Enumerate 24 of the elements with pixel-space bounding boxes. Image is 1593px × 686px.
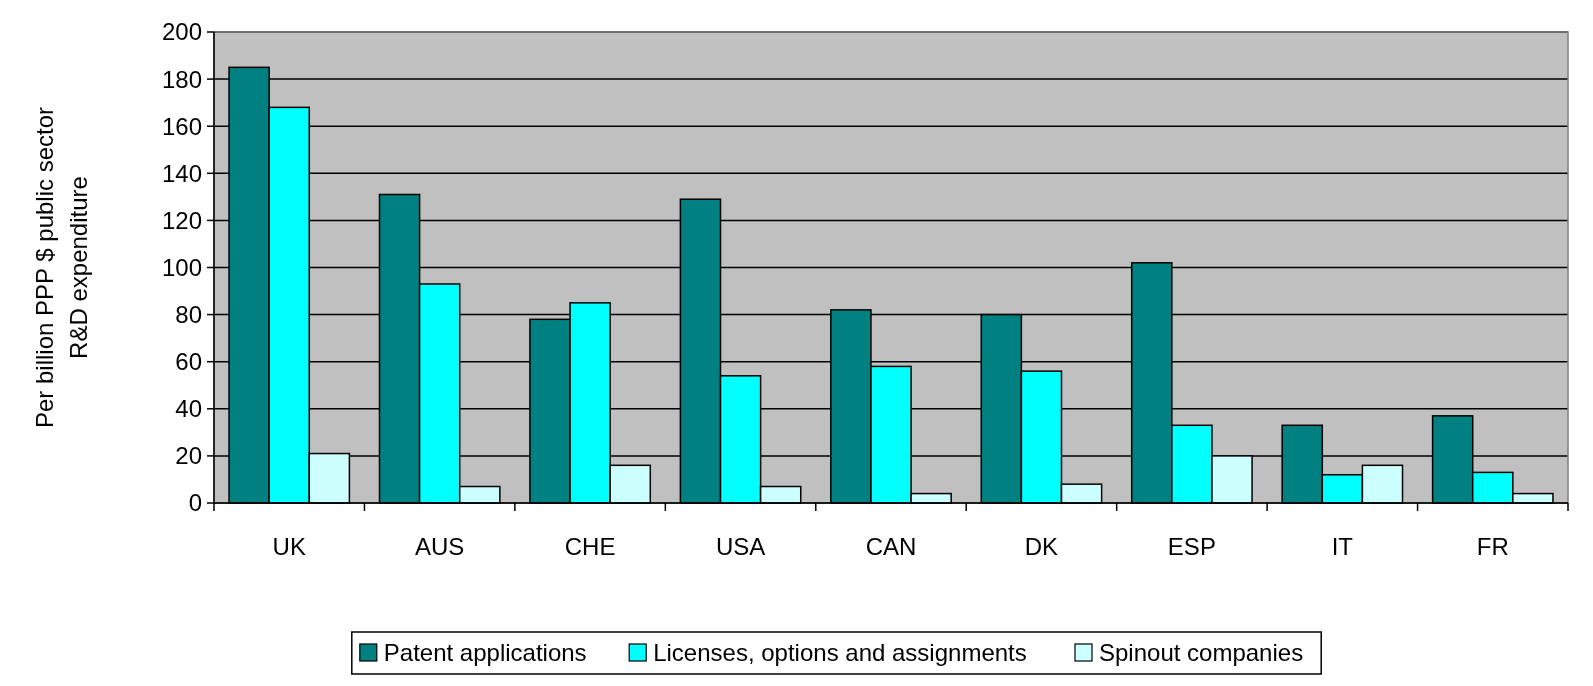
- y-tick-label: 200: [161, 18, 202, 46]
- x-tick-label: USA: [715, 533, 766, 560]
- y-tick-label: 100: [161, 253, 202, 281]
- x-tick-label: DK: [1024, 533, 1059, 560]
- y-tick-label: 0: [188, 489, 202, 517]
- y-tick-label: 20: [175, 442, 202, 470]
- y-tick-label: 180: [161, 65, 202, 93]
- legend-label: Spinout companies: [1099, 639, 1304, 667]
- x-tick-label: UK: [272, 533, 306, 560]
- y-tick-label: 140: [161, 159, 202, 187]
- x-tick-label: CHE: [564, 533, 616, 560]
- y-tick-label: 160: [161, 112, 202, 140]
- y-tick-label: 60: [175, 348, 202, 376]
- x-tick-label: ESP: [1167, 533, 1216, 560]
- legend-label: Licenses, options and assignments: [653, 639, 1027, 667]
- legend-label: Patent applications: [383, 639, 587, 667]
- x-tick-label: IT: [1331, 533, 1354, 560]
- y-axis-title: Per billion PPP $ public sector R&D expenditure: [31, 106, 92, 429]
- x-tick-label: CAN: [865, 533, 917, 560]
- x-tick-label: FR: [1476, 533, 1509, 560]
- x-tick-label: AUS: [414, 533, 465, 560]
- y-tick-label: 120: [161, 206, 202, 234]
- y-tick-label: 40: [175, 395, 202, 423]
- y-tick-label: 80: [175, 301, 202, 328]
